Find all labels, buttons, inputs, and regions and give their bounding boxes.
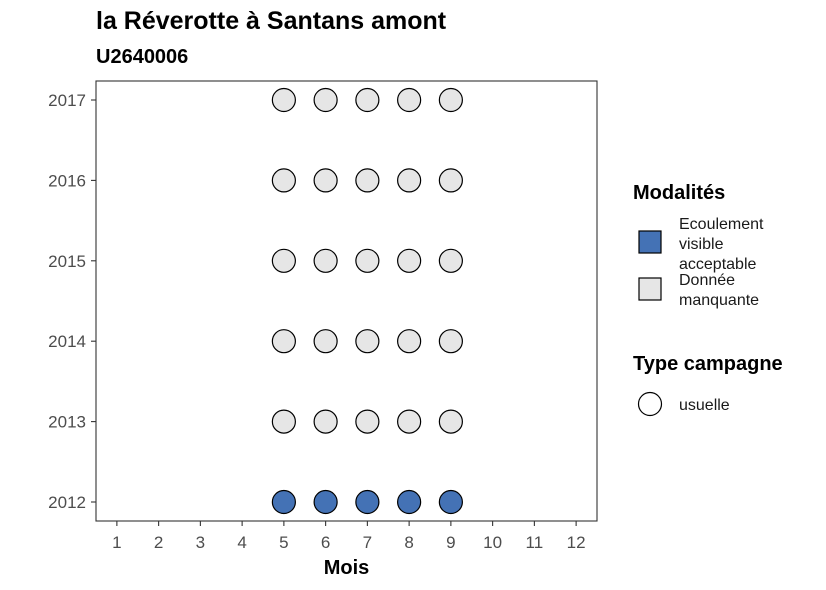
data-point: [271, 168, 296, 193]
y-tick-label: 2015: [48, 252, 86, 271]
legend-key-donnee-manquante: [638, 277, 662, 301]
legend-label: acceptable: [679, 256, 756, 273]
data-point: [438, 489, 463, 515]
x-axis-title: Mois: [324, 557, 370, 579]
data-point: [355, 489, 380, 515]
data-point: [397, 87, 422, 113]
data-point: [355, 87, 380, 113]
data-point: [355, 248, 380, 273]
legend-label: Ecoulement: [679, 216, 764, 233]
data-point: [438, 329, 463, 354]
data-point: [397, 248, 422, 273]
data-point: [438, 248, 463, 273]
data-point: [271, 409, 296, 434]
legend: Modalités Ecoulement visible acceptableDonn…: [633, 182, 783, 417]
data-point: [313, 248, 338, 273]
x-tick-label: 1: [112, 533, 121, 552]
x-tick-label: 12: [567, 533, 586, 552]
data-point: [313, 329, 338, 354]
data-point: [438, 409, 463, 434]
y-tick-label: 2014: [48, 332, 86, 351]
data-point: [271, 329, 296, 354]
data-point: [313, 489, 338, 515]
data-point: [313, 168, 338, 193]
x-tick-label: 9: [446, 533, 455, 552]
legend-title-modalites: Modalités: [633, 182, 725, 204]
data-point: [438, 87, 463, 113]
y-tick-label: 2012: [48, 493, 86, 512]
legend-title-type-campagne: Type campagne: [633, 353, 783, 375]
y-tick-label: 2013: [48, 413, 86, 432]
data-point: [271, 489, 296, 515]
x-tick-label: 2: [154, 533, 163, 552]
data-points: [271, 87, 463, 515]
x-tick-label: 4: [237, 533, 246, 552]
data-point: [355, 329, 380, 354]
legend-label: usuelle: [679, 397, 730, 414]
legend-label: visible: [679, 236, 724, 253]
x-tick-label: 7: [363, 533, 372, 552]
y-tick-label: 2017: [48, 91, 86, 110]
data-point: [313, 87, 338, 113]
data-point: [355, 409, 380, 434]
data-point: [271, 87, 296, 113]
chart-subtitle: U2640006: [96, 46, 188, 68]
data-point: [313, 409, 338, 434]
x-tick-label: 8: [404, 533, 413, 552]
data-point: [397, 489, 422, 515]
legend-key-ecoulement: [638, 230, 662, 254]
legend-key-usuelle: [637, 391, 663, 417]
data-point: [397, 168, 422, 193]
chart-title: la Réverotte à Santans amont: [96, 7, 447, 35]
legend-label: Donnée: [679, 272, 735, 289]
data-point: [438, 168, 463, 193]
y-tick-label: 2016: [48, 171, 86, 190]
plot-panel: [95, 80, 598, 522]
data-point: [355, 168, 380, 193]
data-point: [397, 409, 422, 434]
x-axis: 1 2 3 4 5 6 7 8 9 10 11 12: [112, 521, 586, 552]
data-point: [271, 248, 296, 273]
data-point: [397, 329, 422, 354]
y-axis: 2012 2013 2014 2015 2016 2017: [48, 91, 96, 512]
legend-label: manquante: [679, 292, 759, 309]
x-tick-label: 3: [196, 533, 205, 552]
x-tick-label: 11: [526, 533, 544, 552]
x-tick-label: 6: [321, 533, 330, 552]
x-tick-label: 5: [279, 533, 288, 552]
x-tick-label: 10: [483, 533, 502, 552]
